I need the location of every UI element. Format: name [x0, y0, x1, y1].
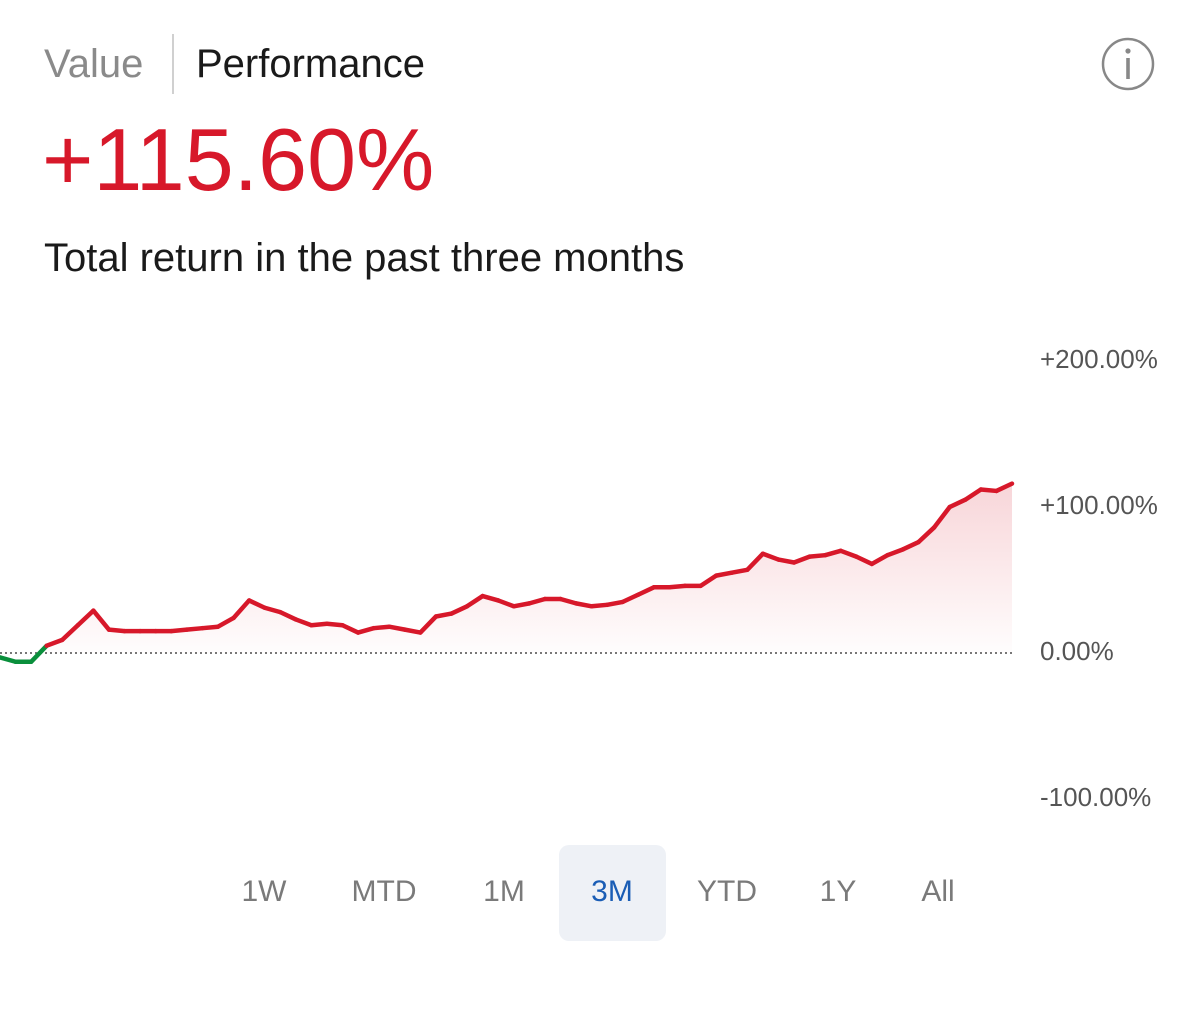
line-segment [169, 627, 190, 634]
line-segment [807, 552, 828, 559]
line-segment [355, 625, 376, 635]
tab[interactable]: Performance [196, 42, 425, 86]
line-segment [885, 547, 906, 558]
line-segment [0, 655, 18, 665]
line-segment [60, 623, 81, 643]
line-segment [589, 602, 610, 609]
y-tick-label: +200.00% [1040, 344, 1158, 374]
line-segment [947, 497, 968, 510]
line-segment [464, 593, 485, 609]
range-button[interactable]: 1M [483, 875, 525, 908]
line-segment [44, 637, 65, 648]
line-segment [480, 593, 501, 603]
line-segment [231, 598, 252, 621]
line-segment [916, 525, 937, 545]
line-segment [869, 552, 890, 567]
range-label: YTD [697, 875, 757, 908]
line-segment [713, 570, 735, 578]
line-segment [28, 643, 49, 665]
line-segment [776, 557, 797, 565]
info-dot [1125, 48, 1131, 54]
range-button[interactable]: All [921, 875, 954, 908]
line-segment [91, 608, 112, 632]
area [0, 483, 1012, 653]
line-segment [324, 621, 345, 628]
line-segment [511, 601, 532, 609]
line-segment [900, 539, 921, 552]
line-segment [558, 596, 579, 606]
range-label: 1W [242, 875, 288, 908]
line-segment [340, 623, 361, 635]
line-segment [978, 487, 999, 494]
line-segment [371, 624, 392, 631]
line-segment [293, 617, 314, 628]
range-button[interactable]: 1Y [820, 875, 857, 908]
line-segment [931, 504, 952, 530]
info-stem [1126, 58, 1130, 79]
line-segment [277, 609, 299, 622]
line-segment [418, 614, 439, 635]
range-label: 1M [483, 875, 525, 908]
line-segment [636, 585, 657, 597]
line-segment [854, 554, 875, 567]
info-button[interactable] [1101, 37, 1155, 91]
info-circle [1101, 37, 1155, 91]
line-segment [698, 573, 719, 589]
headline-value: +115.60% [42, 110, 434, 209]
line-segment [309, 621, 330, 628]
line-segment [729, 567, 750, 575]
y-tick-label: +100.00% [1040, 490, 1158, 520]
line-segment [667, 583, 688, 590]
line-segment [106, 627, 127, 634]
range-label: 3M [591, 875, 633, 908]
line-segment [791, 554, 812, 565]
line-segment [184, 625, 205, 632]
range-label: All [921, 875, 954, 908]
range-button[interactable]: 3M [559, 845, 666, 941]
line-segment [822, 548, 843, 558]
line-segment [838, 548, 859, 559]
range-button[interactable]: MTD [352, 875, 417, 908]
line-segment [433, 611, 454, 619]
line-segment [963, 487, 984, 502]
line-segment [527, 596, 548, 606]
line-segment [745, 551, 766, 573]
range-button[interactable]: 1W [242, 875, 288, 908]
line-segment [449, 604, 470, 616]
line-segment [246, 598, 267, 610]
tab[interactable]: Value [44, 42, 143, 86]
line-segment [573, 601, 594, 609]
line-segment [760, 551, 781, 562]
range-label: MTD [352, 875, 417, 908]
range-label: 1Y [820, 875, 857, 908]
line-segment [402, 627, 423, 635]
range-button[interactable]: YTD [697, 875, 757, 908]
line-segment [262, 605, 283, 615]
line-segment [75, 608, 96, 628]
line-segment [215, 615, 236, 629]
y-tick-label: 0.00% [1040, 636, 1114, 666]
line-segment [994, 481, 1015, 494]
line-segment [386, 624, 408, 632]
range-selected-bg [559, 845, 666, 941]
line-segment [495, 598, 517, 609]
subtitle: Total return in the past three months [44, 236, 684, 280]
line-segment [620, 592, 641, 605]
line-segment [604, 599, 626, 608]
line-segment [200, 624, 221, 631]
y-tick-label: -100.00% [1040, 782, 1151, 812]
